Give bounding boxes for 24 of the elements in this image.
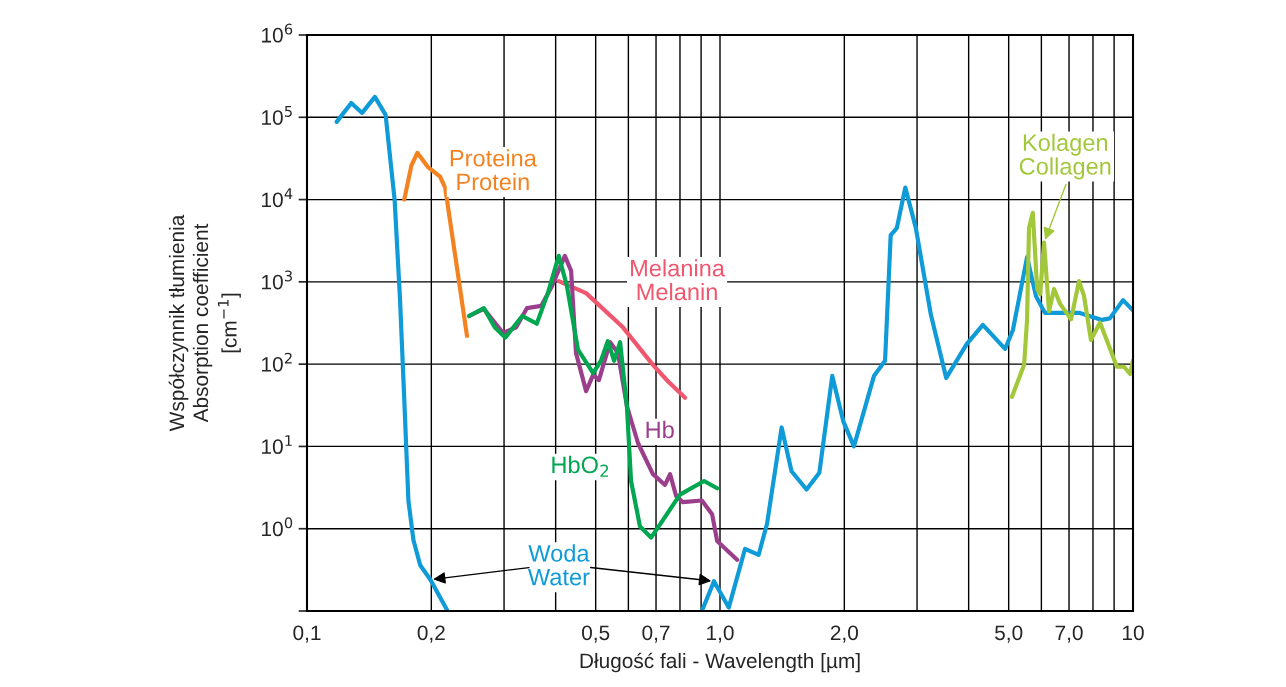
y-axis-title: Współczynnik tłumienia Absorption coefficient [cm$^{−1}$] (168, 214, 241, 432)
x-axis-title: Długość fali - Wavelength [µm] (580, 652, 860, 673)
x-tick-label: 1,0 (707, 625, 734, 643)
x-tick-label: 5,0 (995, 625, 1023, 643)
y-tick-label: 10$^{1}$ (262, 435, 292, 455)
x-tick-label: 10 (1123, 625, 1144, 641)
x-tick-label: 0,7 (642, 625, 670, 643)
x-tick-label: 0,1 (293, 625, 321, 643)
x-tick-label: 0,5 (582, 625, 610, 643)
y-tick-label: 10$^{3}$ (262, 270, 292, 290)
y-tick-label: 10$^{6}$ (262, 23, 293, 43)
series-label: Hb (646, 420, 674, 439)
x-tick-label: 7,0 (1055, 625, 1083, 643)
y-tick-label: 10$^{0}$ (262, 517, 293, 537)
series-label: Kolagen Collagen (1019, 133, 1111, 180)
x-tick-label: 0,2 (417, 625, 445, 643)
series-label: Melanina Melanin (631, 259, 725, 301)
y-tick-label: 10$^{5}$ (262, 106, 292, 125)
y-tick-label: 10$^{2}$ (262, 352, 292, 372)
series-label: HbO$_{2}$ (552, 455, 609, 477)
y-tick-label: 10$^{4}$ (262, 188, 293, 208)
x-tick-label: 2,0 (830, 625, 858, 643)
text: Woda Water (527, 544, 590, 586)
series-label: Proteina Protein (450, 149, 537, 191)
